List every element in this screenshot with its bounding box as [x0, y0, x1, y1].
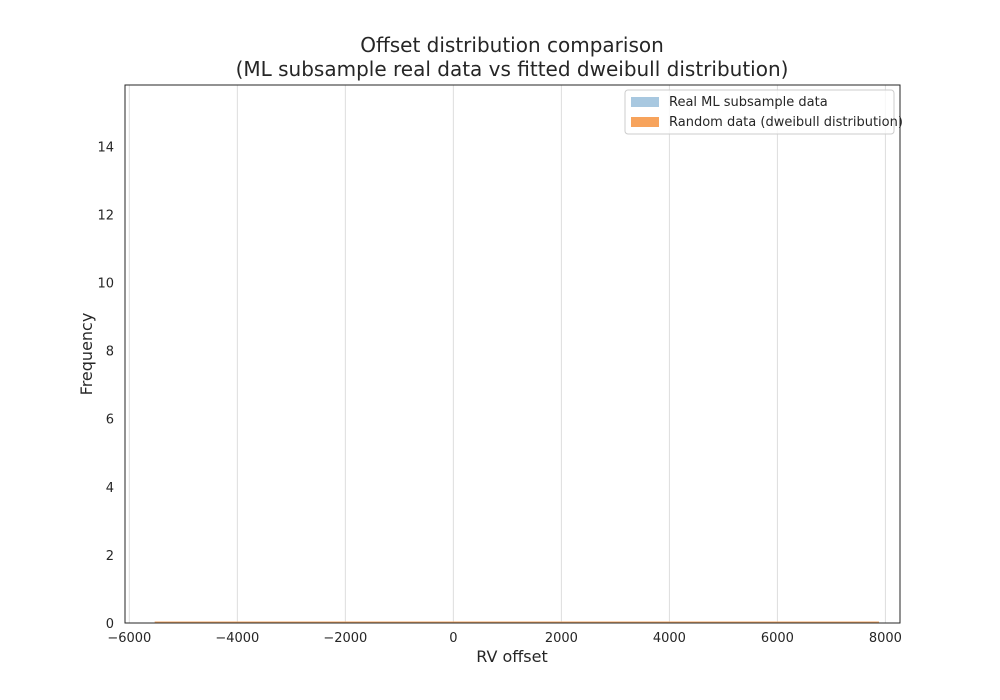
x-tick-label: −4000 — [215, 631, 259, 646]
legend: Real ML subsample data Random data (dwei… — [624, 89, 903, 135]
y-tick-label: 2 — [106, 549, 114, 564]
legend-label-random: Random data (dweibull distribution) — [669, 115, 903, 130]
y-tick-label: 4 — [106, 481, 114, 496]
x-tick-label: 0 — [449, 631, 457, 646]
y-tick-label: 10 — [97, 276, 114, 291]
legend-box — [624, 89, 895, 135]
x-tick-label: 4000 — [653, 631, 686, 646]
legend-swatch-real — [631, 97, 659, 107]
y-tick-label: 14 — [97, 140, 114, 155]
y-tick-label: 6 — [106, 413, 114, 428]
legend-swatch-random — [631, 117, 659, 127]
histogram-bar — [154, 621, 879, 623]
bars — [154, 621, 879, 623]
y-tick-label: 12 — [97, 208, 114, 223]
grid — [128, 85, 886, 623]
plot-frame — [124, 84, 901, 624]
legend-label-real: Real ML subsample data — [669, 95, 828, 110]
x-tick-label: −2000 — [323, 631, 367, 646]
x-tick-label: 6000 — [761, 631, 794, 646]
y-tick-label: 0 — [106, 617, 114, 632]
chart-title-line2: (ML subsample real data vs fitted dweibu… — [236, 57, 789, 81]
x-tick-label: 2000 — [545, 631, 578, 646]
x-tick-label: 8000 — [869, 631, 902, 646]
y-axis-label: Frequency — [77, 313, 96, 396]
y-ticks: 0 2 4 6 8 10 12 14 — [97, 140, 114, 632]
y-tick-label: 8 — [106, 345, 114, 360]
chart-title-line1: Offset distribution comparison — [360, 33, 664, 57]
x-tick-label: −6000 — [107, 631, 151, 646]
x-ticks: −6000 −4000 −2000 0 2000 4000 6000 8000 — [107, 631, 902, 646]
x-axis-label: RV offset — [476, 647, 548, 666]
